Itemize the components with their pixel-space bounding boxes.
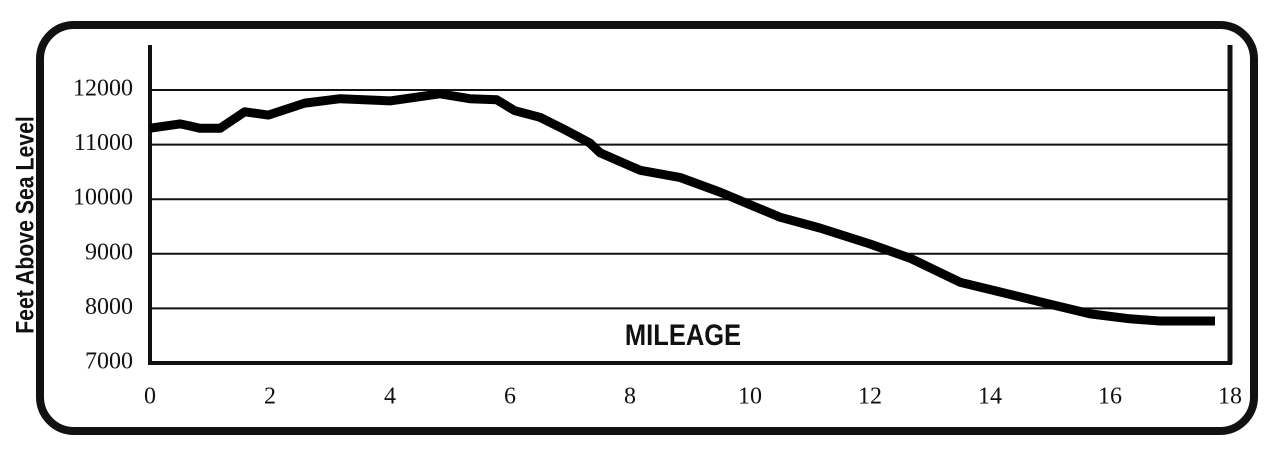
- x-tick-label: 2: [264, 384, 276, 410]
- y-axis-label: Feet Above Sea Level: [11, 116, 39, 334]
- x-axis-label: MILEAGE: [625, 318, 741, 351]
- elevation-line: [149, 89, 1215, 326]
- y-tick-label: 8000: [85, 294, 133, 320]
- x-tick-label: 16: [1098, 384, 1122, 410]
- x-tick-label: 8: [624, 384, 636, 410]
- y-tick-label: 12000: [73, 76, 133, 102]
- x-tick-label: 12: [858, 384, 882, 410]
- y-tick-label: 7000: [85, 349, 133, 375]
- x-tick-label: 14: [978, 384, 1002, 410]
- frame: [36, 21, 1258, 435]
- y-tick-label: 10000: [73, 185, 133, 211]
- x-tick-label: 6: [504, 384, 516, 410]
- x-tick-label: 10: [738, 384, 762, 410]
- y-tick-label: 9000: [85, 239, 133, 265]
- x-tick-label: 0: [144, 384, 156, 410]
- x-tick-label: 4: [384, 384, 396, 410]
- x-tick-label: 18: [1218, 384, 1242, 410]
- y-tick-label: 11000: [74, 130, 133, 156]
